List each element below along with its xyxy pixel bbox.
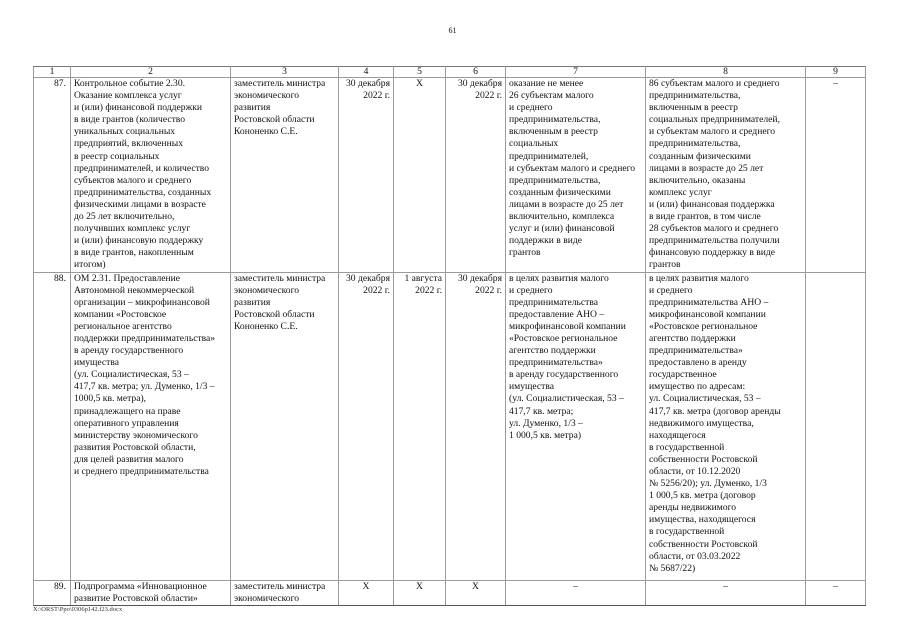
row-number: 87. bbox=[33, 77, 71, 273]
column-header: 2 bbox=[70, 66, 231, 78]
file-path-footer: X:\ORST\Ppo\0306p142.f23.docx bbox=[33, 606, 123, 613]
table-row: 88. ОМ 2.31. Предоставление Автономной н… bbox=[33, 271, 866, 581]
actual-start: Х bbox=[393, 77, 446, 273]
table-header-row: 1 2 3 4 5 6 7 8 9 bbox=[33, 66, 866, 78]
row-number: 88. bbox=[33, 271, 71, 581]
planned-result: в целях развития малого и среднего предп… bbox=[505, 271, 646, 581]
actual-result: 86 субъектам малого и среднего предприни… bbox=[645, 77, 806, 273]
page-number: 61 bbox=[448, 26, 457, 35]
column-header: 1 bbox=[33, 66, 71, 78]
responsible: заместитель министра экономического разв… bbox=[230, 271, 339, 581]
planned-result: оказание не менее 26 субъектам малого и … bbox=[505, 77, 646, 273]
column-header: 3 bbox=[230, 66, 339, 78]
responsible: заместитель министра экономического разв… bbox=[230, 77, 339, 273]
row-number: 89. bbox=[33, 579, 71, 606]
report-table: 1 2 3 4 5 6 7 8 9 87. Контрольное событи… bbox=[33, 66, 866, 606]
actual-start: Х bbox=[393, 579, 446, 606]
planned-date: Х bbox=[338, 579, 394, 606]
actual-result: – bbox=[645, 579, 806, 606]
table-row: 87. Контрольное событие 2.30. Оказание к… bbox=[33, 77, 866, 273]
event-name: Контрольное событие 2.30. Оказание компл… bbox=[70, 77, 231, 273]
reasons: – bbox=[805, 77, 866, 273]
column-header: 8 bbox=[645, 66, 806, 78]
column-header: 9 bbox=[805, 66, 866, 78]
column-header: 6 bbox=[445, 66, 506, 78]
actual-start: 1 августа 2022 г. bbox=[393, 271, 446, 581]
column-header: 7 bbox=[505, 66, 646, 78]
event-name: Подпрограмма «Инновационное развитие Рос… bbox=[70, 579, 231, 606]
event-name: ОМ 2.31. Предоставление Автономной неком… bbox=[70, 271, 231, 581]
planned-result: – bbox=[505, 579, 646, 606]
table-row: 89. Подпрограмма «Инновационное развитие… bbox=[33, 579, 866, 606]
actual-result: в целях развития малого и среднего предп… bbox=[645, 271, 806, 581]
reasons bbox=[805, 271, 866, 581]
planned-date: 30 декабря 2022 г. bbox=[338, 271, 394, 581]
responsible: заместитель министра экономического bbox=[230, 579, 339, 606]
column-header: 4 bbox=[338, 66, 394, 78]
actual-end: 30 декабря 2022 г. bbox=[445, 271, 506, 581]
column-header: 5 bbox=[393, 66, 446, 78]
actual-end: 30 декабря 2022 г. bbox=[445, 77, 506, 273]
actual-end: Х bbox=[445, 579, 506, 606]
reasons: – bbox=[805, 579, 866, 606]
planned-date: 30 декабря 2022 г. bbox=[338, 77, 394, 273]
